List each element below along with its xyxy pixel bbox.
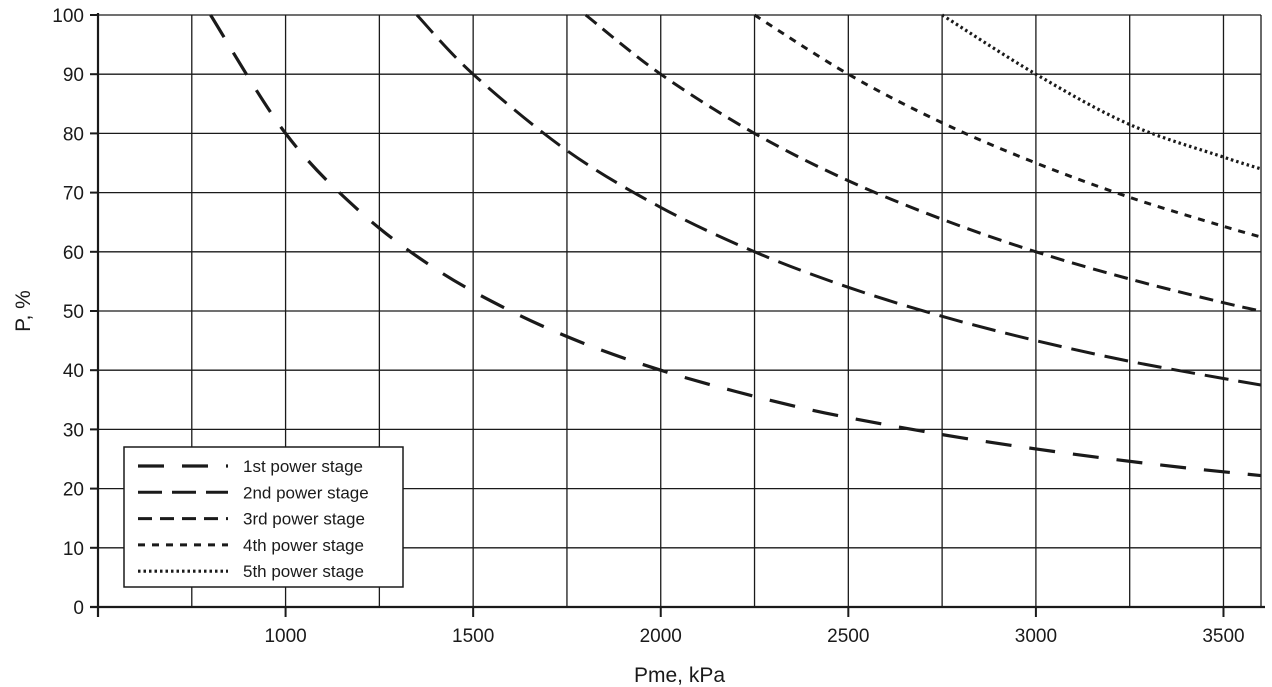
y-tick-label: 50: [63, 302, 84, 323]
legend-label-2: 2nd power stage: [243, 483, 369, 502]
y-tick-label: 100: [52, 6, 84, 27]
series-line-2: [415, 13, 1261, 387]
y-tick-label: 0: [73, 598, 84, 619]
series-line-4: [753, 13, 1261, 239]
x-axis-title: Pme, kPa: [634, 664, 725, 687]
y-tick-label: 80: [63, 124, 84, 145]
y-tick-label: 20: [63, 480, 84, 501]
legend-box: [123, 446, 404, 588]
legend: 1st power stage 2nd power stage 3rd power …: [123, 446, 404, 588]
tick-labels: 0 10 20 30 40 50 60 70 80 90 100 1000 1500 2000 2500 30…: [52, 6, 1244, 647]
series-line-3: [584, 13, 1261, 313]
x-tick-label: 3000: [1015, 626, 1057, 647]
y-tick-label: 10: [63, 539, 84, 560]
grid: [98, 14, 1262, 607]
legend-label-5: 5th power stage: [243, 562, 364, 581]
y-tick-label: 40: [63, 361, 84, 382]
y-tick-label: 70: [63, 184, 84, 205]
y-tick-label: 90: [63, 65, 84, 86]
y-tick-label: 60: [63, 243, 84, 264]
legend-label-3: 3rd power stage: [243, 510, 365, 529]
x-tick-label: 1500: [452, 626, 494, 647]
x-tick-label: 2500: [827, 626, 869, 647]
series-line-5: [941, 13, 1261, 171]
legend-label-1: 1st power stage: [243, 457, 363, 476]
series-line-1: [209, 14, 1261, 478]
x-tick-label: 2000: [640, 626, 682, 647]
axes: [90, 13, 1265, 617]
x-tick-label: 3500: [1202, 626, 1244, 647]
y-axis-title: P, %: [12, 290, 35, 332]
series-lines: [209, 13, 1261, 478]
legend-label-4: 4th power stage: [243, 536, 364, 555]
y-tick-label: 30: [63, 420, 84, 441]
x-tick-label: 1000: [264, 626, 306, 647]
